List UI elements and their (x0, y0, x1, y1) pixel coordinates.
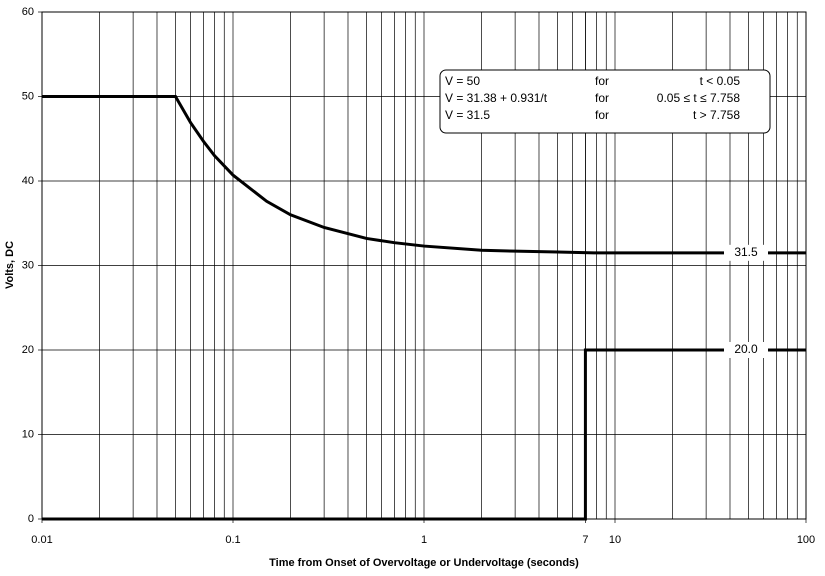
equation-text: V = 31.38 + 0.931/t (445, 91, 548, 105)
x-tick-label: 0.1 (225, 534, 240, 546)
y-tick-label: 10 (22, 428, 34, 440)
equation-text: for (595, 91, 609, 105)
equation-text: V = 31.5 (445, 108, 490, 122)
equation-box (439, 69, 771, 134)
x-tick-label: 100 (797, 534, 815, 546)
y-tick-label: 50 (22, 90, 34, 102)
equation-text: 0.05 ≤ t ≤ 7.758 (657, 91, 741, 105)
equation-text: t > 7.758 (693, 108, 740, 122)
y-axis-label: Volts, DC (4, 241, 16, 289)
y-tick-label: 60 (22, 6, 34, 18)
y-tick-label: 20 (22, 344, 34, 356)
x-axis-label: Time from Onset of Overvoltage or Underv… (269, 557, 579, 569)
equation-text: for (595, 74, 609, 88)
data-label: 31.5 (734, 245, 758, 259)
x-tick-label: 0.01 (31, 534, 52, 546)
label-background (724, 342, 768, 358)
y-tick-label: 40 (22, 175, 34, 187)
y-tick-label: 0 (28, 513, 34, 525)
equation-text: t < 0.05 (700, 74, 741, 88)
x-tick-label: 7 (582, 534, 588, 546)
series-line (42, 348, 806, 521)
x-tick-label: 10 (609, 534, 621, 546)
label-background (724, 244, 768, 261)
y-tick-label: 30 (22, 259, 34, 271)
x-tick-label: 1 (421, 534, 427, 546)
data-label: 20.0 (734, 342, 758, 356)
equation-text: for (595, 108, 609, 122)
series-line (42, 95, 806, 255)
equation-text: V = 50 (445, 74, 480, 88)
